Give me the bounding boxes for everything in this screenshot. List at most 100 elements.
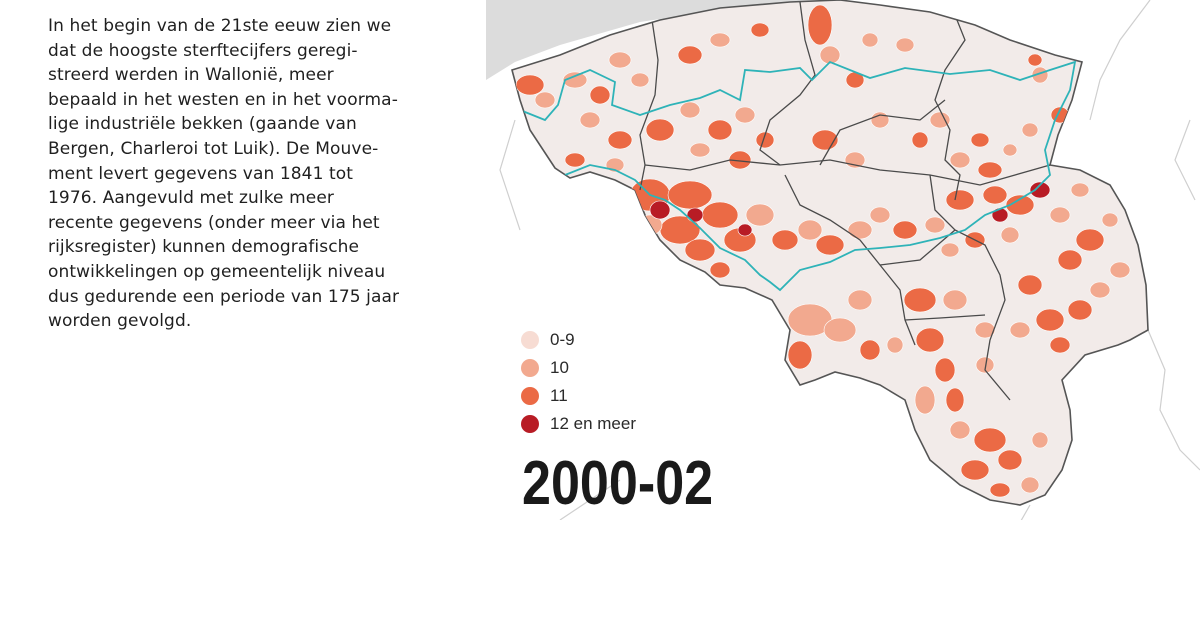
municipality-patch	[997, 449, 1023, 471]
municipality-layer	[515, 1, 1131, 498]
municipality-patch	[701, 201, 739, 229]
legend-item: 11	[521, 382, 636, 410]
municipality-patch	[1005, 194, 1035, 216]
municipality-patch	[991, 207, 1009, 223]
region-border	[519, 60, 1077, 292]
municipality-patch	[608, 51, 632, 69]
municipality-patch	[734, 106, 756, 124]
legend: 0-9 10 11 12 en meer	[521, 326, 636, 438]
municipality-patch	[949, 151, 971, 169]
legend-swatch	[521, 415, 539, 433]
legend-swatch	[521, 359, 539, 377]
province-border	[879, 229, 956, 266]
province-border	[819, 99, 946, 166]
municipality-patch	[974, 321, 996, 339]
municipality-patch	[819, 45, 841, 65]
intro-line: worden gevolgd.	[48, 311, 192, 332]
municipality-patch	[787, 340, 813, 370]
municipality-patch	[847, 289, 873, 311]
north-sea	[486, 0, 830, 80]
municipality-patch	[903, 287, 937, 313]
municipality-patch	[677, 45, 703, 65]
legend-item: 12 en meer	[521, 410, 636, 438]
intro-line: Bergen, Charleroi tot Luik). De Mouve-	[48, 138, 379, 159]
municipality-patch	[1049, 336, 1071, 354]
municipality-patch	[630, 72, 650, 88]
intro-line: recente gegevens (onder meer via het	[48, 212, 380, 233]
municipality-patch	[895, 37, 915, 53]
municipality-patch	[709, 261, 731, 279]
neighbour-border-france	[499, 119, 1031, 520]
municipality-patch	[940, 242, 960, 258]
intro-line: streerd werden in Wallonië, meer	[48, 65, 334, 86]
municipality-patch	[755, 131, 775, 149]
municipality-patch	[892, 220, 918, 240]
municipality-patch	[970, 132, 990, 148]
municipality-patch	[1031, 431, 1049, 449]
municipality-patch	[771, 229, 799, 251]
municipality-patch	[975, 356, 995, 374]
province-borders	[639, 1, 1051, 401]
province-border	[929, 174, 1011, 401]
province-border	[934, 14, 966, 201]
municipality-patch	[750, 22, 770, 38]
municipality-patch	[534, 91, 556, 109]
intro-line: dat de hoogste sterftecijfers geregi-	[48, 40, 358, 61]
legend-swatch	[521, 331, 539, 349]
neighbour-border-germany	[1147, 119, 1200, 471]
province-border	[759, 1, 816, 166]
municipality-patch	[707, 119, 733, 141]
province-border	[784, 174, 916, 346]
municipality-patch	[929, 111, 951, 129]
municipality-patch	[649, 200, 671, 220]
municipality-patch	[989, 482, 1011, 498]
municipality-patch	[886, 336, 904, 354]
municipality-patch	[982, 185, 1008, 205]
municipality-patch	[911, 131, 929, 149]
province-border	[639, 19, 659, 191]
intro-line: lige industriële bekken (gaande van	[48, 114, 357, 135]
municipality-patch	[564, 152, 586, 168]
legend-label: 12 en meer	[550, 414, 636, 433]
municipality-patch	[515, 74, 545, 96]
intro-line: In het begin van de 21ste eeuw zien we	[48, 16, 392, 36]
municipality-patch	[861, 32, 879, 48]
municipality-patch	[797, 219, 823, 241]
intro-paragraph: In het begin van de 21ste eeuw zien we d…	[48, 14, 458, 334]
municipality-patch	[1101, 212, 1119, 228]
municipality-patch	[1017, 274, 1043, 296]
municipality-patch	[823, 317, 857, 343]
province-border	[644, 159, 1051, 186]
municipality-patch	[1000, 226, 1020, 244]
municipality-patch	[815, 234, 845, 256]
municipality-patch	[1049, 206, 1071, 224]
legend-item: 0-9	[521, 326, 636, 354]
intro-line: ment levert gegevens van 1841 tot	[48, 163, 354, 184]
legend-label: 10	[550, 358, 569, 377]
municipality-patch	[1002, 143, 1018, 157]
municipality-patch	[934, 357, 956, 383]
municipality-patch	[914, 385, 936, 415]
municipality-patch	[1089, 281, 1111, 299]
municipality-patch	[1009, 321, 1031, 339]
municipality-patch	[847, 220, 873, 240]
municipality-patch	[679, 101, 701, 119]
municipality-patch	[709, 32, 731, 48]
municipality-patch	[1029, 181, 1051, 199]
legend-swatch	[521, 387, 539, 405]
municipality-patch	[607, 130, 633, 150]
municipality-patch	[1070, 182, 1090, 198]
municipality-patch	[859, 339, 881, 361]
municipality-patch	[949, 420, 971, 440]
municipality-patch	[645, 118, 675, 142]
municipality-patch	[737, 223, 753, 237]
legend-item: 10	[521, 354, 636, 382]
municipality-patch	[977, 161, 1003, 179]
municipality-patch	[745, 203, 775, 227]
municipality-patch	[973, 427, 1007, 453]
municipality-patch	[1035, 308, 1065, 332]
municipality-patch	[807, 4, 833, 46]
municipality-patch	[562, 71, 588, 89]
municipality-patch	[579, 111, 601, 129]
municipality-patch	[684, 238, 716, 262]
